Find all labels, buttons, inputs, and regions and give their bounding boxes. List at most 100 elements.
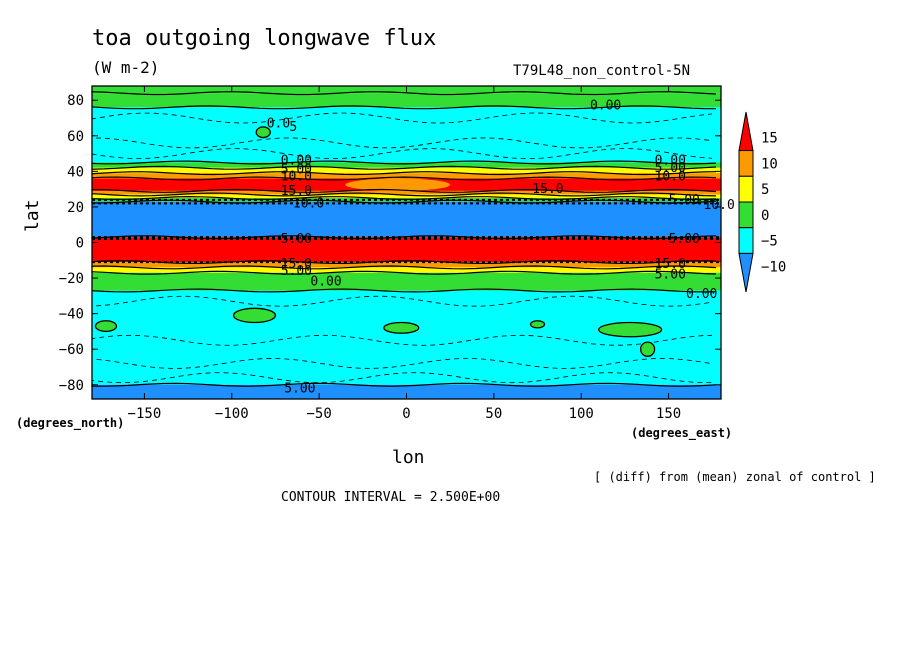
contour-label-2: 5 [289, 120, 297, 135]
contour-line-5 [91, 171, 717, 176]
zonal-band-16 [92, 384, 721, 399]
contour-line-6 [91, 176, 717, 181]
green-patch-6 [255, 126, 271, 139]
y-tick-label-5: −20 [59, 271, 84, 287]
contour-label-14: 5.00 [281, 232, 312, 247]
y-tick-label-2: 40 [67, 164, 84, 180]
contour-label-7: 5.00 [655, 161, 686, 176]
x-tick-label-6: 150 [656, 406, 681, 422]
dashed-contour-1 [91, 137, 713, 149]
colorbar-swatch-0 [738, 111, 754, 152]
zonal-band-7 [92, 190, 721, 195]
dashed-contour-6 [91, 372, 712, 384]
contour-label-15: 5.00 [669, 232, 700, 247]
contour-label-6: 0.00 [655, 154, 686, 169]
contour-label-10: 15.0 [281, 184, 312, 199]
zonal-band-10 [92, 201, 721, 238]
contour-label-0: 0.00 [590, 99, 621, 114]
green-patch-3 [529, 320, 546, 329]
x-tick-label-0: −150 [128, 406, 162, 422]
contour-label-8: 10.0 [655, 170, 686, 185]
contour-line-2 [91, 105, 717, 110]
contour-label-13: 10.0 [704, 198, 735, 213]
x-axis-label: lon [392, 447, 425, 468]
contour-label-17: 5.00 [281, 264, 312, 279]
green-patch-4 [598, 321, 663, 338]
contour-line-16 [91, 382, 717, 387]
y-tick-label-8: −80 [59, 378, 84, 394]
contour-line-8 [91, 192, 717, 197]
contour-line-13 [91, 265, 717, 270]
zonal-band-15 [92, 290, 721, 385]
dashed-contour-2 [91, 148, 713, 160]
zonal-band-3 [92, 162, 721, 168]
green-patch-1 [94, 320, 118, 333]
contour-label-5: 10.0 [281, 170, 312, 185]
zonal-band-4 [92, 167, 721, 174]
y-tick-label-6: −40 [59, 307, 84, 323]
contour-label-16: 15.0 [281, 257, 312, 272]
chart-title: toa outgoing longwave flux [92, 26, 437, 51]
zonal-band-1 [92, 93, 721, 108]
contour-label-19: 15.0 [655, 257, 686, 272]
contour-label-9: 15.0 [532, 182, 563, 197]
contour-label-22: 5.00 [284, 381, 315, 396]
zonal-band-5 [92, 173, 721, 179]
contour-line-4 [91, 165, 717, 170]
green-patch-2 [383, 321, 420, 334]
contour-label-18: 0.00 [310, 275, 341, 290]
contour-line-3 [91, 160, 717, 165]
dashed-contour-0 [91, 112, 713, 124]
x-tick-label-3: 0 [402, 406, 410, 422]
colorbar-swatch-1 [738, 150, 754, 177]
zonal-band-14 [92, 272, 721, 291]
colorbar-label-0: 15 [761, 131, 778, 147]
zonal-band-11 [92, 237, 721, 263]
contour-line-7 [91, 188, 717, 193]
y-tick-label-4: 0 [76, 236, 84, 252]
green-patch-5 [639, 341, 656, 357]
y-unit-label: (degrees_north) [16, 416, 125, 430]
contour-interval: CONTOUR INTERVAL = 2.500E+00 [281, 490, 501, 505]
colorbar-swatch-2 [738, 175, 754, 203]
contour-line-12 [91, 260, 717, 264]
contour-line-15 [91, 288, 717, 293]
contour-label-12: 5.00 [669, 193, 700, 208]
x-tick-label-2: −50 [306, 406, 331, 422]
x-tick-label-4: 50 [485, 406, 502, 422]
y-tick-label-7: −60 [59, 342, 84, 358]
contour-label-3: 0.00 [281, 154, 312, 169]
colorbar-label-2: 5 [761, 182, 769, 198]
x-unit-label: (degrees_east) [631, 426, 733, 440]
contour-label-11: 10.0 [293, 196, 324, 211]
contour-label-20: 5.00 [655, 268, 686, 283]
colorbar-swatch-4 [738, 227, 754, 254]
contour-line-14 [91, 270, 717, 275]
contour-label-21: 0.00 [686, 287, 717, 302]
green-patch-0 [232, 307, 277, 324]
colorbar-swatch-3 [738, 201, 754, 229]
y-tick-label-1: 60 [67, 129, 84, 145]
zonal-band-13 [92, 267, 721, 273]
zonal-band-8 [92, 194, 721, 199]
comparison-note: [ (diff) from (mean) zonal of control ] [594, 470, 876, 484]
dashed-contour-3 [91, 295, 713, 307]
run-label: T79L48_non_control-5N [513, 63, 691, 79]
contour-label-1: 0.0 [267, 116, 290, 131]
dashed-contour-4 [91, 334, 713, 346]
y-tick-label-0: 80 [67, 93, 84, 109]
dashed-contour-5 [91, 357, 713, 369]
chart-units: (W m-2) [92, 58, 160, 77]
colorbar-swatch-5 [738, 252, 754, 293]
x-tick-label-5: 100 [569, 406, 594, 422]
orange-anomaly-patch [345, 178, 451, 191]
colorbar-label-4: −5 [761, 234, 778, 250]
y-tick-label-3: 20 [67, 200, 84, 216]
x-tick-label-1: −100 [215, 406, 249, 422]
contour-line-1 [91, 91, 717, 96]
contour-label-4: 5.00 [281, 163, 312, 178]
colorbar-label-5: −10 [761, 259, 786, 275]
zonal-band-2 [92, 107, 721, 163]
colorbar-label-3: 0 [761, 208, 769, 224]
